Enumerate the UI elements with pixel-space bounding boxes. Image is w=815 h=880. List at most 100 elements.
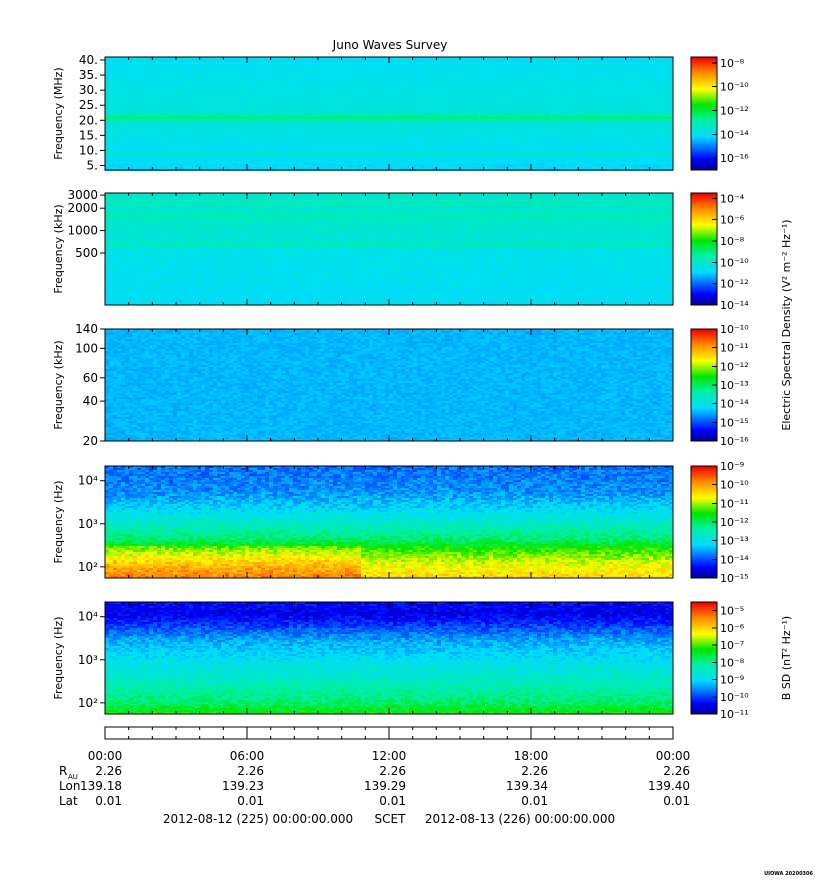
spectrogram-image [105,602,673,714]
colorbar-tick-label: 10⁻¹¹ [720,708,749,721]
colorbar-tick-label: 10⁻⁶ [720,214,745,227]
y-tick-label: 30. [79,83,98,97]
start-time-label: 2012-08-12 (225) 00:00:00.000 [163,812,353,826]
colorbar-tick-label: 10⁻⁴ [720,192,745,205]
spectrogram-image [105,57,673,171]
time-axis: 00:00 06:00 12:00 18:00 00:00 [88,727,691,763]
ephemeris-value: 0.01 [379,794,406,808]
colorbar-tick-label: 10⁻⁸ [720,656,745,669]
y-tick-label: 100 [75,341,98,355]
colorbar-tick-label: 10⁻⁶ [720,622,745,635]
y-axis-label: Frequency (Hz) [52,481,65,564]
y-tick-label: 10² [78,560,98,574]
ephemeris-value: 139.40 [648,779,690,793]
watermark: UIOWA 20200306 [764,871,813,877]
colorbar-tick-label: 10⁻¹⁵ [720,572,749,585]
figure-title: Juno Waves Survey [332,38,448,52]
colorbar-tick-label: 10⁻¹² [720,516,749,529]
scet-label: SCET [375,812,407,826]
y-tick-label: 10. [79,143,98,157]
y-tick-label: 40. [79,53,98,67]
y-tick-label: 10⁴ [78,474,98,488]
y-tick-label: 500 [75,246,98,260]
colorbar-titles: Electric Spectral Density (V² m⁻² Hz⁻¹) … [780,219,793,700]
y-tick-label: 20 [83,434,98,448]
ephemeris-value: 2.26 [663,764,690,778]
ephemeris-value: 0.01 [237,794,264,808]
electric-colorbar-label: Electric Spectral Density (V² m⁻² Hz⁻¹) [780,219,793,430]
y-axis-label: Frequency (MHz) [52,67,65,159]
ephemeris-value: 2.26 [379,764,406,778]
colorbar-tick-label: 10⁻¹⁴ [720,553,749,566]
spectrogram-image [105,466,673,578]
ephemeris-value: 139.34 [506,779,548,793]
end-time-label: 2012-08-13 (226) 00:00:00.000 [425,812,615,826]
y-tick-label: 25. [79,98,98,112]
ephemeris-value: 2.26 [95,764,122,778]
colorbar-tick-label: 10⁻¹¹ [720,342,749,355]
colorbar-tick-label: 10⁻¹⁰ [720,691,749,704]
y-tick-label: 20. [79,113,98,127]
y-tick-label: 3000 [67,188,98,202]
ephemeris-value: 0.01 [663,794,690,808]
colorbar: 10⁻⁸ 10⁻¹⁰ 10⁻¹² 10⁻¹⁴ 10⁻¹⁶ [691,57,749,170]
time-tick-label: 12:00 [372,749,407,763]
ephemeris-value: 2.26 [237,764,264,778]
time-tick-label: 18:00 [514,749,549,763]
ephemeris-value: 2.26 [521,764,548,778]
colorbar-tick-label: 10⁻¹⁶ [720,152,749,165]
ephemeris-value: 139.23 [222,779,264,793]
colorbar-tick-label: 10⁻¹² [720,105,749,118]
ephemeris-value: 0.01 [521,794,548,808]
y-tick-label: 60 [83,371,98,385]
colorbar-tick-label: 10⁻¹⁴ [720,398,749,411]
colorbar-tick-label: 10⁻¹⁶ [720,435,749,448]
colorbar-tick-label: 10⁻⁸ [720,57,745,70]
ephemeris-value: 139.18 [80,779,122,793]
colorbar-tick-label: 10⁻¹⁰ [720,81,749,94]
y-tick-label: 10³ [78,517,98,531]
spectrogram-panel-1: 40.35.30.25.20.15.10.5. Frequency (MHz) 10… [52,53,749,172]
y-axis-label: Frequency (kHz) [52,340,65,429]
ephemeris-row-label: Lat [59,794,78,808]
ephemeris-row-label: R [59,764,67,778]
ephemeris-value: 139.29 [364,779,406,793]
spectrogram-image [105,329,673,441]
y-tick-label: 1000 [67,224,98,238]
ephemeris-value: 0.01 [95,794,122,808]
y-tick-label: 2000 [67,201,98,215]
time-tick-label: 06:00 [230,749,265,763]
y-axis-label: Frequency (kHz) [52,204,65,293]
y-tick-label: 15. [79,128,98,142]
colorbar-tick-label: 10⁻¹³ [720,535,749,548]
colorbar-tick-label: 10⁻¹⁰ [720,323,749,336]
colorbar-tick-label: 10⁻⁵ [720,605,744,618]
y-tick-label: 5. [87,158,98,172]
y-tick-label: 10⁴ [78,610,98,624]
y-tick-label: 140 [75,322,98,336]
y-tick-label: 35. [79,68,98,82]
colorbar-tick-label: 10⁻¹⁵ [720,416,749,429]
colorbar-tick-label: 10⁻⁹ [720,460,744,473]
time-tick-label: 00:00 [656,749,691,763]
spectrogram-panels: 40.35.30.25.20.15.10.5. Frequency (MHz) 10… [52,53,749,721]
magnetic-colorbar-label: B SD (nT² Hz⁻¹) [780,616,793,700]
colorbar-tick-label: 10⁻¹⁴ [720,299,749,312]
colorbar-tick-label: 10⁻⁹ [720,674,744,687]
colorbar-tick-label: 10⁻¹¹ [720,497,749,510]
colorbar-tick-label: 10⁻¹³ [720,379,749,392]
colorbar-tick-label: 10⁻¹⁰ [720,256,749,269]
y-tick-label: 10³ [78,653,98,667]
colorbar-tick-label: 10⁻¹⁴ [720,128,749,141]
y-tick-label: 10² [78,696,98,710]
colorbar-tick-label: 10⁻⁸ [720,235,745,248]
spectrogram-image [105,193,673,305]
